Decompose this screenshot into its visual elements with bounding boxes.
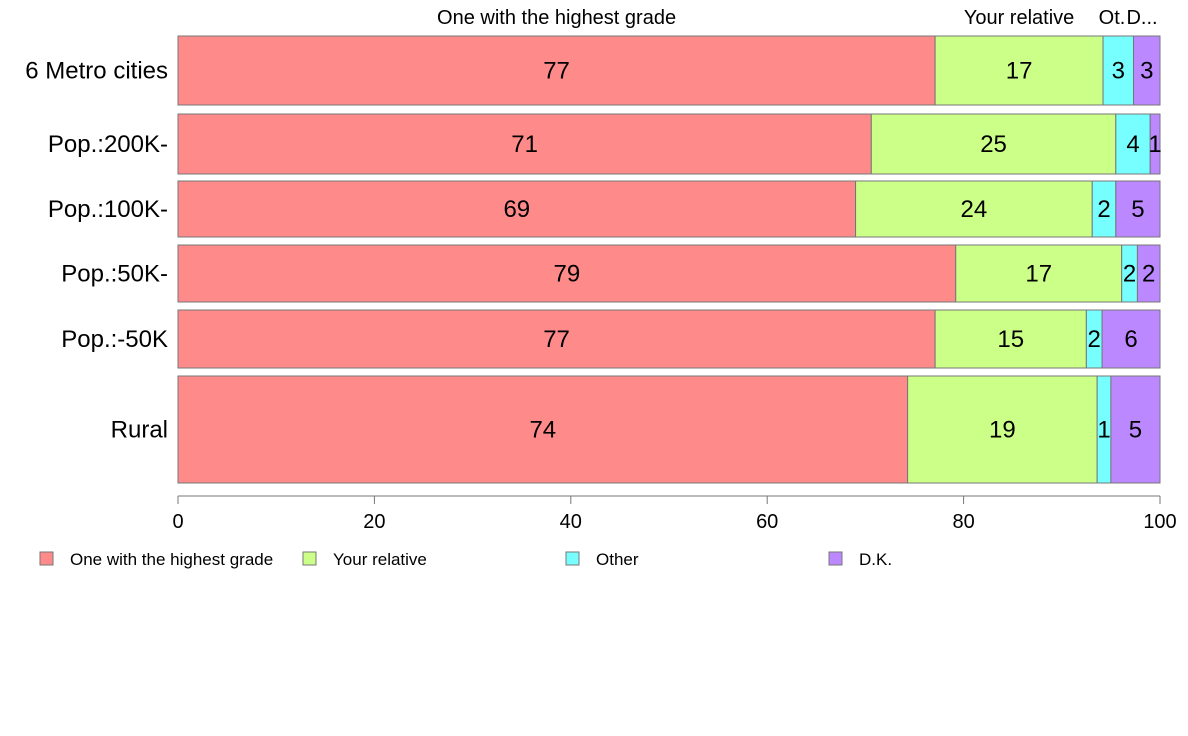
data-label: 2 — [1123, 261, 1136, 288]
data-label: 15 — [997, 326, 1024, 353]
x-tick-label: 80 — [952, 511, 974, 533]
data-label: 5 — [1129, 417, 1142, 444]
bar-segment-1 — [177, 375, 909, 484]
bar-segment-4 — [1132, 35, 1161, 106]
data-label: 17 — [1006, 58, 1033, 85]
bar-segment-4 — [1149, 113, 1161, 175]
data-label: 2 — [1097, 196, 1110, 223]
data-label: 5 — [1131, 196, 1144, 223]
legend-swatch — [828, 551, 843, 566]
x-tick-label: 60 — [756, 511, 778, 533]
x-tick-label: 100 — [1143, 511, 1176, 533]
bars: 77 17 3 371 25 4 169 24 2 579 17 2 277 15 2 674 19 1 5 — [177, 35, 1162, 484]
category-labels: 6 Metro cities Pop.:200K- Pop.:100K- Pop.:5… — [25, 58, 168, 444]
legend-label: Your relative — [333, 550, 427, 569]
top-series-label: Your relative — [964, 7, 1074, 29]
bar-segment-2 — [934, 309, 1087, 369]
top-labels: One with the highest grade Your relative O… — [437, 7, 1158, 29]
data-label: 1 — [1097, 417, 1110, 444]
bar-segment-1 — [177, 180, 857, 238]
x-tick-label: 20 — [363, 511, 385, 533]
data-label: 74 — [529, 417, 556, 444]
bar-segment-2 — [955, 244, 1123, 303]
bar-segment-2 — [934, 35, 1104, 106]
category-label: Pop.:-50K — [61, 326, 168, 353]
bar-segment-4 — [1115, 180, 1161, 238]
x-axis: 0 20 40 60 80 100 — [172, 495, 1177, 533]
bar-segment-1 — [177, 244, 957, 303]
bar-segment-2 — [870, 113, 1117, 175]
legend-label: D.K. — [859, 550, 892, 569]
category-label: Pop.:50K- — [61, 261, 168, 288]
bar-segment-1 — [177, 309, 936, 369]
x-tick-label: 0 — [172, 511, 183, 533]
bar-segment-2 — [907, 375, 1098, 484]
bar-segment-4 — [1101, 309, 1161, 369]
data-label: 77 — [543, 326, 570, 353]
bar-segment-3 — [1115, 113, 1151, 175]
data-label: 77 — [543, 58, 570, 85]
data-label: 25 — [980, 131, 1007, 158]
data-label: 3 — [1112, 58, 1125, 85]
data-label: 69 — [503, 196, 530, 223]
bar-segment-2 — [855, 180, 1093, 238]
data-label: 2 — [1142, 261, 1155, 288]
data-label: 3 — [1140, 58, 1153, 85]
bar-segment-4 — [1136, 244, 1161, 303]
x-tick-label: 40 — [560, 511, 582, 533]
bar-segment-3 — [1102, 35, 1134, 106]
legend-label: One with the highest grade — [70, 550, 273, 569]
bar-segment-1 — [177, 35, 936, 106]
top-series-label: D... — [1126, 7, 1157, 29]
top-series-label: Ot. — [1099, 7, 1126, 29]
data-label: 24 — [961, 196, 988, 223]
top-series-label: One with the highest grade — [437, 7, 676, 29]
legend: One with the highest grade Your relative O… — [39, 550, 892, 569]
legend-swatch — [39, 551, 54, 566]
bar-segment-1 — [177, 113, 872, 175]
data-label: 79 — [554, 261, 581, 288]
legend-swatch — [302, 551, 317, 566]
bar-segment-4 — [1110, 375, 1161, 484]
category-label: 6 Metro cities — [25, 58, 168, 85]
data-label: 19 — [989, 417, 1016, 444]
data-label: 71 — [511, 131, 538, 158]
category-label: Pop.:100K- — [48, 196, 168, 223]
category-label: Pop.:200K- — [48, 131, 168, 158]
category-label: Rural — [111, 417, 168, 444]
legend-label: Other — [596, 550, 639, 569]
data-label: 2 — [1088, 326, 1101, 353]
data-label: 17 — [1025, 261, 1052, 288]
legend-swatch — [565, 551, 580, 566]
data-label: 1 — [1148, 131, 1161, 158]
data-label: 4 — [1126, 131, 1139, 158]
data-label: 6 — [1124, 326, 1137, 353]
